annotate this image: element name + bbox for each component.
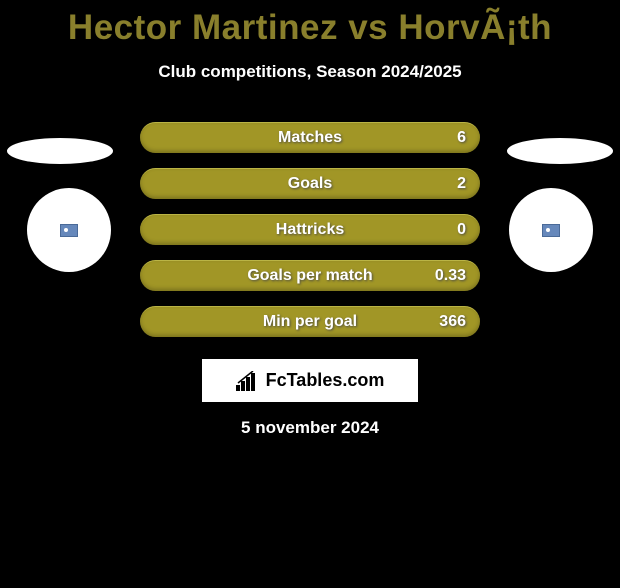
date-text: 5 november 2024 (0, 418, 620, 438)
stat-label: Matches (278, 129, 342, 147)
player-left-ellipse (7, 138, 113, 164)
stat-row: Goals 2 (140, 168, 480, 199)
stat-label: Hattricks (276, 221, 344, 239)
stat-row: Matches 6 (140, 122, 480, 153)
page-title: Hector Martinez vs HorvÃ¡th (0, 8, 620, 48)
player-left-avatar (27, 188, 111, 272)
stat-label: Goals per match (247, 267, 372, 285)
stat-value: 2 (457, 175, 466, 193)
stat-row: Min per goal 366 (140, 306, 480, 337)
stat-value: 6 (457, 129, 466, 147)
stat-row: Hattricks 0 (140, 214, 480, 245)
player-right-avatar (509, 188, 593, 272)
brand-badge[interactable]: FcTables.com (202, 359, 418, 402)
bar-chart-icon (236, 371, 260, 391)
stat-value: 366 (439, 313, 466, 331)
stat-label: Min per goal (263, 313, 357, 331)
player-right-ellipse (507, 138, 613, 164)
stat-value: 0.33 (435, 267, 466, 285)
stat-label: Goals (288, 175, 332, 193)
stat-value: 0 (457, 221, 466, 239)
stat-row: Goals per match 0.33 (140, 260, 480, 291)
brand-text: FcTables.com (266, 370, 385, 391)
image-placeholder-icon (542, 224, 560, 237)
subtitle: Club competitions, Season 2024/2025 (0, 62, 620, 82)
image-placeholder-icon (60, 224, 78, 237)
